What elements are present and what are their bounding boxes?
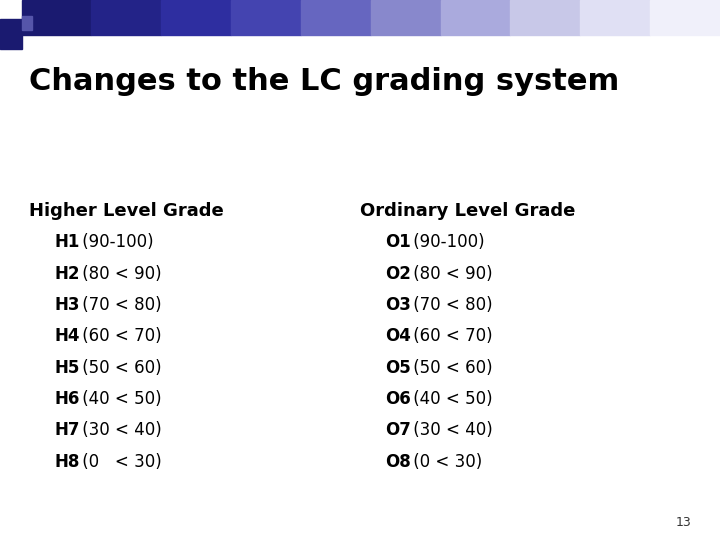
Text: Ordinary Level Grade: Ordinary Level Grade [360,202,575,220]
Text: (40 < 50): (40 < 50) [77,390,162,408]
Text: O1: O1 [385,233,411,251]
Text: H3: H3 [54,296,79,314]
Text: (30 < 40): (30 < 40) [77,421,162,439]
Text: (90-100): (90-100) [408,233,485,251]
Text: (0 < 30): (0 < 30) [408,453,482,470]
Bar [161,0,231,35]
Text: (50 < 60): (50 < 60) [408,359,493,376]
Text: (80 < 90): (80 < 90) [77,265,162,282]
Text: O2: O2 [385,265,411,282]
Text: O5: O5 [385,359,411,376]
Text: (30 < 40): (30 < 40) [408,421,493,439]
Text: (50 < 60): (50 < 60) [77,359,162,376]
Text: Changes to the LC grading system: Changes to the LC grading system [29,68,619,97]
Bar [510,0,580,35]
Text: O3: O3 [385,296,411,314]
Text: H5: H5 [54,359,79,376]
Text: Higher Level Grade: Higher Level Grade [29,202,223,220]
Bar [441,0,510,35]
Text: H8: H8 [54,453,79,470]
Text: O8: O8 [385,453,411,470]
Text: (60 < 70): (60 < 70) [408,327,493,345]
Bar [371,0,441,35]
Text: O7: O7 [385,421,411,439]
Bar [91,0,161,35]
Text: H7: H7 [54,421,79,439]
Text: H1: H1 [54,233,79,251]
Text: (70 < 80): (70 < 80) [408,296,493,314]
Bar [22,16,32,30]
Bar [231,0,301,35]
Bar [0,19,22,49]
Text: (60 < 70): (60 < 70) [77,327,162,345]
Text: (40 < 50): (40 < 50) [408,390,493,408]
Bar [650,0,720,35]
Bar [22,0,91,35]
Bar [301,0,371,35]
Text: (80 < 90): (80 < 90) [408,265,493,282]
Text: H6: H6 [54,390,79,408]
Text: (90-100): (90-100) [77,233,153,251]
Text: (0   < 30): (0 < 30) [77,453,162,470]
Text: O6: O6 [385,390,411,408]
Text: 13: 13 [675,516,691,529]
Text: H2: H2 [54,265,79,282]
Bar [580,0,650,35]
Text: (70 < 80): (70 < 80) [77,296,162,314]
Text: O4: O4 [385,327,411,345]
Text: H4: H4 [54,327,79,345]
